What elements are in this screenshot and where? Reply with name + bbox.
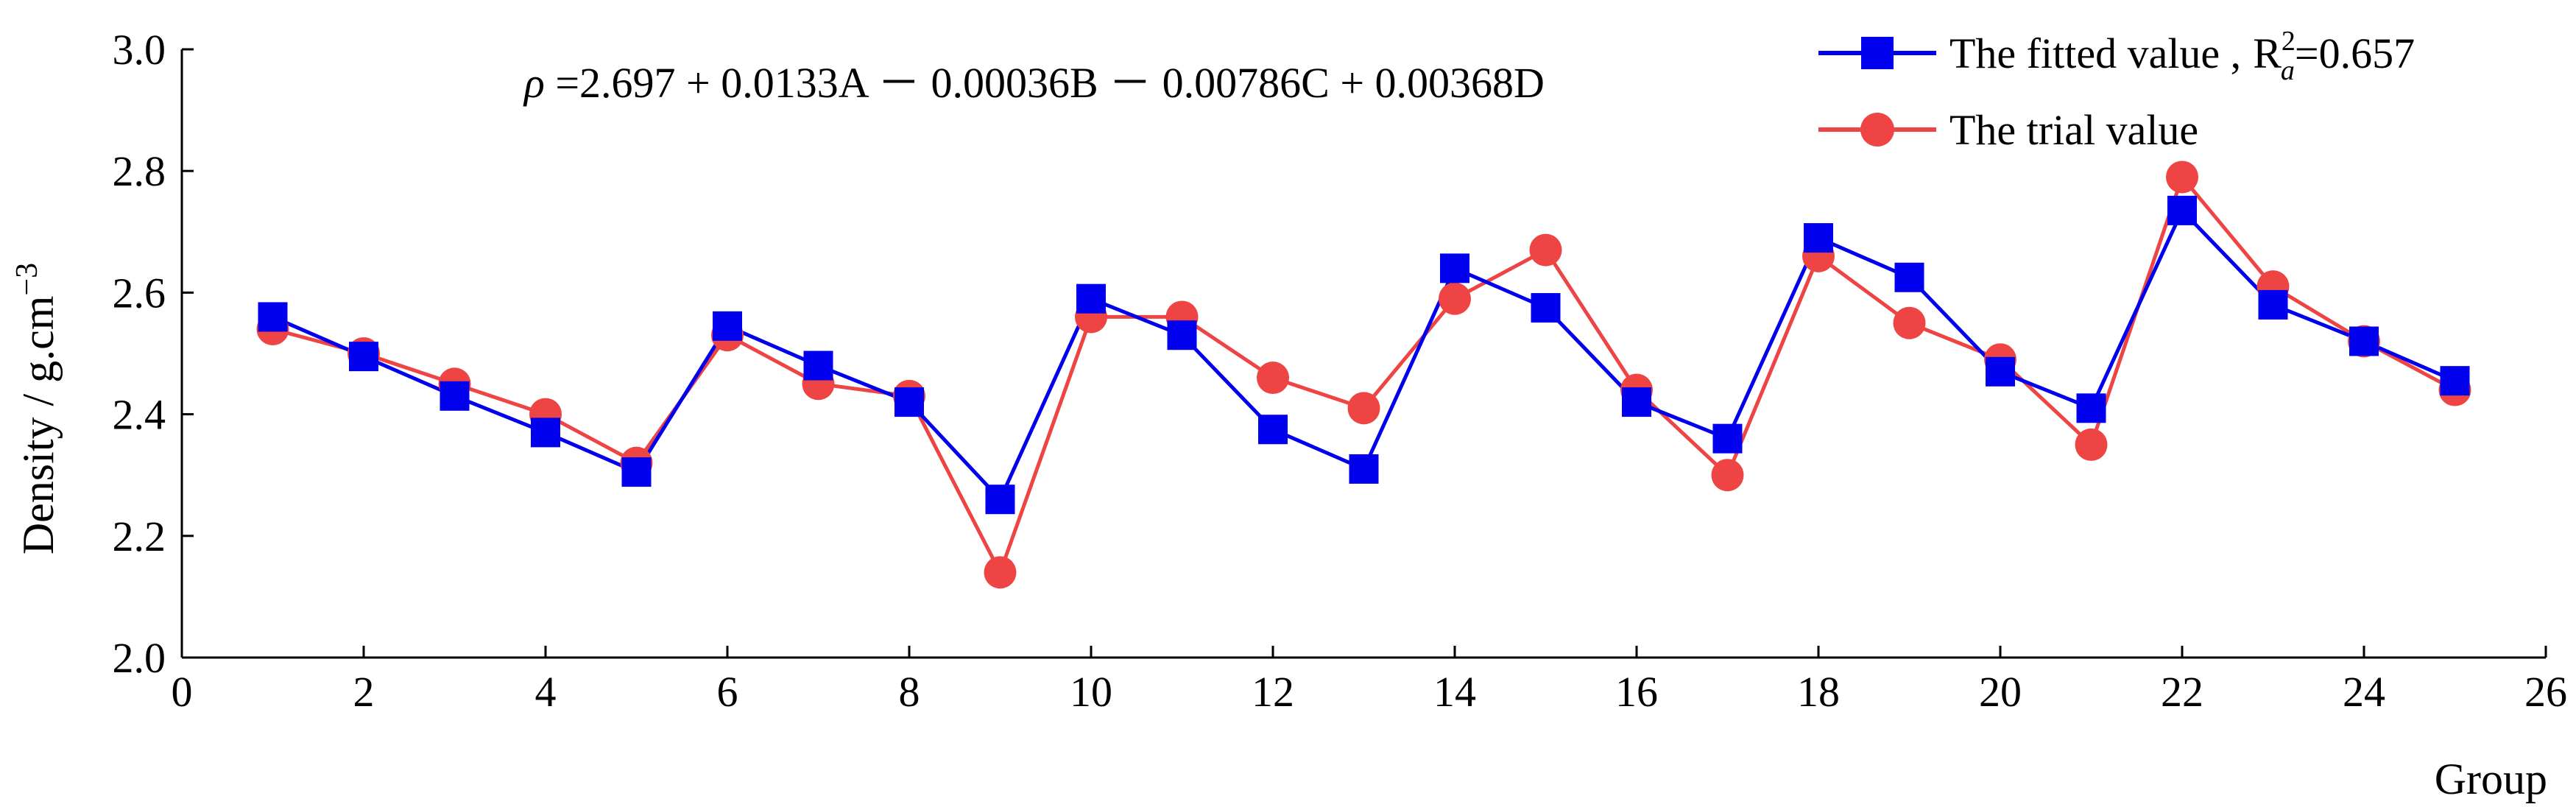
series-line-trial xyxy=(272,175,2456,574)
x-tick-label: 20 xyxy=(1979,668,2022,716)
data-point-fitted xyxy=(1531,293,1561,323)
y-axis-title: Density / g.cm−3 xyxy=(10,263,63,554)
equation-annotation: ρ =2.697 + 0.0133A － 0.00036B － 0.00786C… xyxy=(523,59,1545,107)
x-tick-label: 4 xyxy=(535,668,557,716)
x-tick-label: 18 xyxy=(1797,668,1840,716)
x-tick-label: 16 xyxy=(1615,668,1658,716)
data-point-fitted xyxy=(2167,195,2197,225)
data-point-fitted xyxy=(1349,454,1379,484)
data-point-fitted xyxy=(349,342,378,372)
data-point-fitted xyxy=(2349,326,2379,356)
y-tick-label: 2.4 xyxy=(113,391,166,439)
data-point-trial xyxy=(1439,282,1471,315)
data-point-fitted xyxy=(2076,393,2106,423)
data-point-trial xyxy=(2166,161,2198,194)
data-point-trial xyxy=(1347,392,1380,425)
data-point-fitted xyxy=(1076,283,1106,314)
series-layer xyxy=(256,161,2471,589)
legend-trial-label: The trial value xyxy=(1949,106,2198,154)
y-tick-label: 2.6 xyxy=(113,269,166,317)
data-point-fitted xyxy=(2258,289,2288,320)
legend-fitted-marker xyxy=(1861,37,1894,69)
x-tick-label: 24 xyxy=(2343,668,2385,716)
data-point-trial xyxy=(1893,306,1926,339)
data-point-fitted xyxy=(803,350,833,381)
x-tick-label: 14 xyxy=(1433,668,1476,716)
data-point-fitted xyxy=(531,417,560,448)
x-tick-label: 12 xyxy=(1252,668,1294,716)
x-tick-label: 0 xyxy=(172,668,193,716)
data-point-fitted xyxy=(1986,356,2015,387)
data-point-fitted xyxy=(1167,320,1197,350)
legend: The fitted value , R2 a=0.657 The trial va… xyxy=(1818,26,2415,154)
data-point-fitted xyxy=(2440,366,2470,396)
data-point-trial xyxy=(2075,428,2108,461)
data-point-fitted xyxy=(621,457,652,487)
x-tick-label: 8 xyxy=(899,668,920,716)
data-point-fitted xyxy=(1804,223,1833,253)
tick-marks: 0 2 4 6 8 10 12 14 16 18 20 22 24 262.02.22.42.62.83.… xyxy=(113,26,2568,716)
y-tick-label: 2.0 xyxy=(113,634,166,682)
data-point-fitted xyxy=(1258,415,1288,445)
legend-fitted-label: The fitted value , R2 a=0.657 xyxy=(1949,26,2415,86)
data-point-fitted xyxy=(440,381,470,411)
data-point-fitted xyxy=(258,302,288,332)
data-point-fitted xyxy=(1712,423,1743,454)
y-tick-label: 3.0 xyxy=(113,26,166,74)
data-point-trial xyxy=(1711,459,1744,492)
data-point-trial xyxy=(984,556,1017,589)
data-point-fitted xyxy=(1622,387,1651,417)
data-point-fitted xyxy=(894,387,924,417)
x-tick-label: 26 xyxy=(2524,668,2567,716)
x-tick-label: 10 xyxy=(1070,668,1112,716)
data-point-trial xyxy=(1529,233,1562,267)
x-axis-title: Group xyxy=(2435,755,2547,803)
data-point-trial xyxy=(1257,362,1289,395)
data-point-fitted xyxy=(713,311,742,341)
legend-trial-marker xyxy=(1860,113,1894,147)
x-tick-label: 6 xyxy=(717,668,738,716)
axes xyxy=(180,49,2546,659)
y-tick-label: 2.2 xyxy=(113,512,166,560)
x-tick-label: 2 xyxy=(353,668,375,716)
data-point-fitted xyxy=(1894,262,1924,292)
x-tick-label: 22 xyxy=(2161,668,2203,716)
data-point-fitted xyxy=(985,484,1015,515)
y-tick-label: 2.8 xyxy=(113,147,166,195)
data-point-fitted xyxy=(1440,253,1469,283)
